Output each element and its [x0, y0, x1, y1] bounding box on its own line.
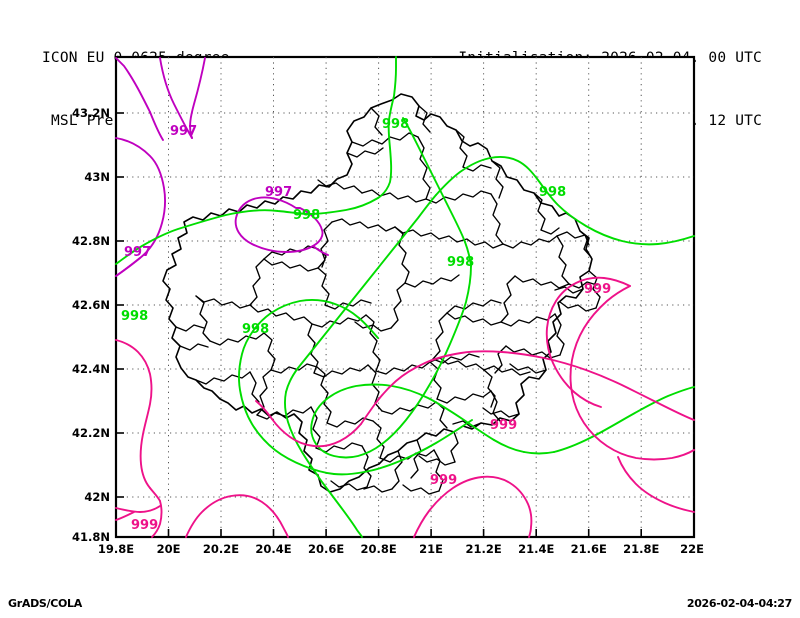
y-tick-label: 43.2N — [72, 106, 110, 120]
x-tick-label: 20.8E — [360, 542, 396, 556]
x-tick-label: 20E — [157, 542, 181, 556]
credit-label: GrADS/COLA — [8, 597, 82, 610]
y-tick-label: 41.8N — [72, 530, 110, 544]
y-tick-label: 42.8N — [72, 234, 110, 248]
y-axis-labels: 43.2N 43N 42.8N 42.6N 42.4N 42.2N 42N 41… — [72, 106, 110, 544]
x-axis-labels: 19.8E 20E 20.2E 20.4E 20.6E 20.8E 21E 21… — [98, 542, 704, 556]
contour-997 — [115, 57, 329, 277]
contour-998 — [115, 56, 695, 538]
contour-label-997: 997 — [170, 124, 197, 139]
contour-label-998: 998 — [121, 309, 148, 324]
y-tick-label: 43N — [84, 170, 110, 184]
contour-label-999: 999 — [131, 518, 158, 533]
grid-lines — [116, 57, 694, 537]
contour-999 — [115, 276, 695, 538]
x-tick-label: 22E — [680, 542, 704, 556]
contour-value-labels: 997 997 997 998 998 998 998 998 998 999 … — [121, 117, 611, 533]
administrative-boundaries — [162, 93, 601, 495]
generation-timestamp: 2026-02-04-04:27 — [686, 597, 792, 610]
contour-label-998: 998 — [447, 255, 474, 270]
plot-frame — [114, 55, 696, 539]
x-tick-label: 21.6E — [571, 542, 607, 556]
x-tick-label: 21.4E — [518, 542, 554, 556]
y-tick-label: 42.2N — [72, 426, 110, 440]
axis-ticks — [116, 112, 643, 537]
x-tick-label: 19.8E — [98, 542, 134, 556]
x-tick-label: 21.2E — [465, 542, 501, 556]
contour-label-999: 999 — [490, 418, 517, 433]
contour-label-999: 999 — [584, 282, 611, 297]
y-tick-label: 42.4N — [72, 362, 110, 376]
contour-label-999: 999 — [430, 473, 457, 488]
y-tick-label: 42N — [84, 490, 110, 504]
x-tick-label: 20.2E — [203, 542, 239, 556]
x-tick-label: 21E — [419, 542, 443, 556]
x-tick-label: 21.8E — [623, 542, 659, 556]
contour-label-998: 998 — [382, 117, 409, 132]
contour-label-998: 998 — [293, 208, 320, 223]
contour-label-997: 997 — [265, 185, 292, 200]
x-tick-label: 20.6E — [308, 542, 344, 556]
x-tick-label: 20.4E — [255, 542, 291, 556]
contour-label-997: 997 — [124, 245, 151, 260]
y-tick-label: 42.6N — [72, 298, 110, 312]
contour-label-998: 998 — [242, 322, 269, 337]
contour-label-998: 998 — [539, 185, 566, 200]
